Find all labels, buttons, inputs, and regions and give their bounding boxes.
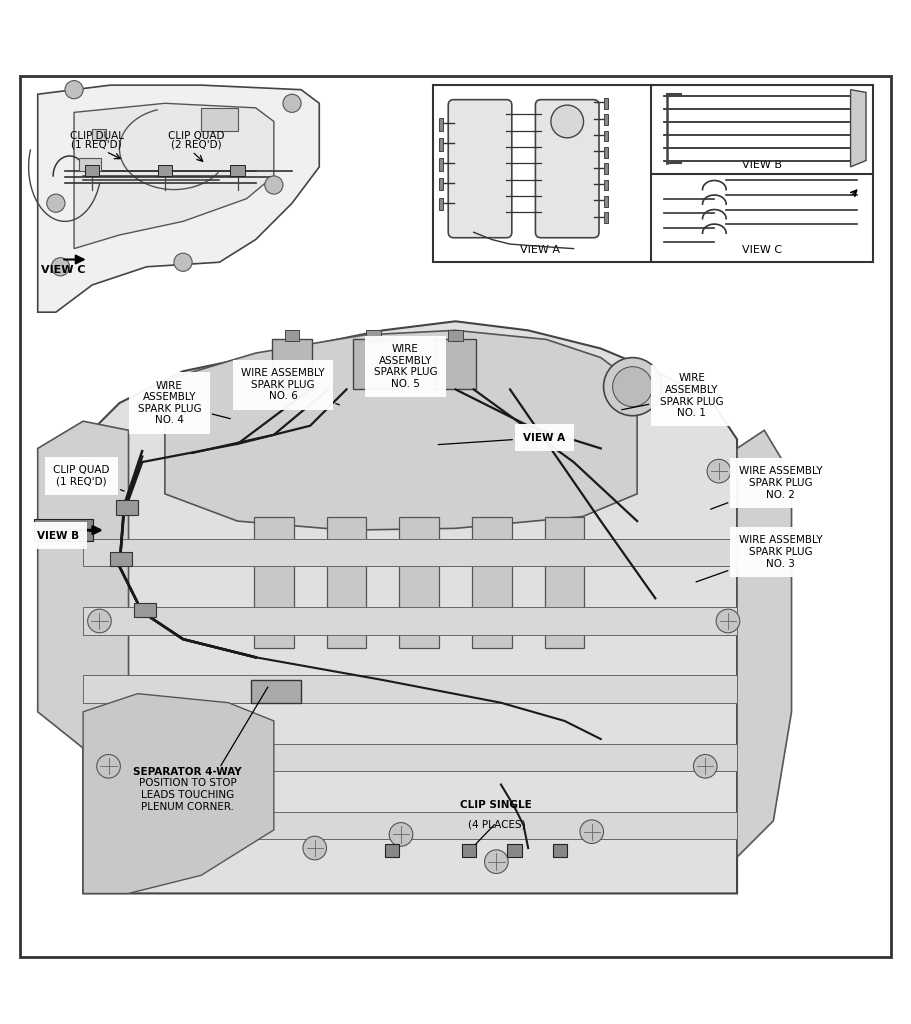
Circle shape bbox=[51, 258, 69, 275]
Circle shape bbox=[707, 460, 731, 483]
Bar bbox=[545, 516, 585, 648]
Bar bbox=[83, 676, 737, 702]
Circle shape bbox=[551, 105, 584, 138]
Polygon shape bbox=[83, 693, 274, 894]
Circle shape bbox=[46, 195, 65, 212]
Bar bbox=[399, 516, 439, 648]
Text: (4 PLACES): (4 PLACES) bbox=[467, 820, 525, 829]
Bar bbox=[78, 158, 101, 171]
Text: WIRE
ASSEMBLY
SPARK PLUG
NO. 5: WIRE ASSEMBLY SPARK PLUG NO. 5 bbox=[374, 344, 437, 389]
Polygon shape bbox=[439, 158, 443, 171]
Bar bbox=[83, 812, 737, 839]
Circle shape bbox=[87, 609, 111, 633]
Circle shape bbox=[612, 367, 652, 407]
Polygon shape bbox=[604, 163, 608, 174]
Polygon shape bbox=[165, 331, 637, 530]
Polygon shape bbox=[74, 103, 274, 249]
Text: CLIP QUAD: CLIP QUAD bbox=[169, 131, 225, 141]
Circle shape bbox=[76, 460, 99, 483]
Polygon shape bbox=[439, 198, 443, 211]
Text: CLIP QUAD
(1 REQ'D): CLIP QUAD (1 REQ'D) bbox=[53, 465, 124, 492]
Bar bbox=[92, 129, 106, 139]
Bar bbox=[507, 845, 522, 857]
Bar bbox=[448, 331, 463, 341]
Circle shape bbox=[283, 94, 302, 113]
Bar bbox=[384, 845, 399, 857]
Circle shape bbox=[716, 609, 740, 633]
Bar bbox=[254, 516, 294, 648]
Polygon shape bbox=[439, 178, 443, 190]
Bar bbox=[553, 845, 568, 857]
Polygon shape bbox=[439, 118, 443, 130]
Text: WIRE ASSEMBLY
SPARK PLUG
NO. 2: WIRE ASSEMBLY SPARK PLUG NO. 2 bbox=[711, 466, 823, 509]
Polygon shape bbox=[851, 90, 866, 167]
Polygon shape bbox=[604, 130, 608, 141]
Polygon shape bbox=[604, 179, 608, 190]
Circle shape bbox=[97, 755, 120, 778]
Text: VIEW A: VIEW A bbox=[438, 432, 566, 444]
Text: (2 REQ'D): (2 REQ'D) bbox=[171, 139, 222, 150]
Bar bbox=[83, 540, 737, 566]
FancyBboxPatch shape bbox=[448, 99, 512, 238]
Circle shape bbox=[303, 837, 326, 860]
Bar bbox=[158, 165, 172, 176]
Circle shape bbox=[389, 822, 413, 846]
Text: WIRE ASSEMBLY
SPARK PLUG
NO. 3: WIRE ASSEMBLY SPARK PLUG NO. 3 bbox=[696, 536, 823, 582]
Polygon shape bbox=[604, 146, 608, 158]
Text: VIEW C: VIEW C bbox=[742, 245, 783, 255]
Text: WIRE
ASSEMBLY
SPARK PLUG
NO. 4: WIRE ASSEMBLY SPARK PLUG NO. 4 bbox=[138, 381, 230, 425]
Polygon shape bbox=[83, 322, 737, 894]
Bar bbox=[285, 331, 300, 341]
Bar bbox=[34, 519, 93, 541]
Text: (1 REQ'D): (1 REQ'D) bbox=[71, 139, 122, 150]
Bar bbox=[353, 339, 394, 389]
Text: POSITION TO STOP: POSITION TO STOP bbox=[138, 778, 237, 788]
Circle shape bbox=[580, 820, 604, 844]
Circle shape bbox=[174, 253, 192, 271]
Polygon shape bbox=[604, 212, 608, 223]
Bar bbox=[271, 339, 312, 389]
Polygon shape bbox=[37, 421, 128, 749]
Bar bbox=[251, 680, 302, 702]
Polygon shape bbox=[37, 85, 319, 312]
Bar bbox=[116, 500, 138, 515]
Bar bbox=[134, 603, 156, 617]
Circle shape bbox=[604, 357, 661, 416]
FancyBboxPatch shape bbox=[536, 99, 599, 238]
Text: VIEW B: VIEW B bbox=[742, 160, 783, 170]
Bar bbox=[230, 165, 245, 176]
Text: VIEW A: VIEW A bbox=[520, 245, 560, 255]
Circle shape bbox=[65, 81, 83, 98]
Polygon shape bbox=[604, 196, 608, 207]
Text: CLIP DUAL: CLIP DUAL bbox=[70, 131, 124, 141]
Bar bbox=[366, 331, 381, 341]
Bar bbox=[110, 552, 132, 566]
Polygon shape bbox=[604, 115, 608, 125]
Bar bbox=[85, 165, 99, 176]
Bar bbox=[462, 845, 476, 857]
Bar bbox=[433, 85, 874, 262]
Text: VIEW C: VIEW C bbox=[41, 265, 86, 275]
Bar bbox=[472, 516, 512, 648]
Text: VIEW B: VIEW B bbox=[36, 530, 97, 541]
Bar bbox=[326, 516, 366, 648]
Text: WIRE ASSEMBLY
SPARK PLUG
NO. 6: WIRE ASSEMBLY SPARK PLUG NO. 6 bbox=[241, 369, 340, 404]
Polygon shape bbox=[604, 98, 608, 109]
Circle shape bbox=[485, 850, 508, 873]
Bar bbox=[83, 743, 737, 771]
Text: CLIP SINGLE: CLIP SINGLE bbox=[460, 800, 532, 810]
Bar bbox=[83, 607, 737, 635]
Polygon shape bbox=[439, 138, 443, 151]
Text: LEADS TOUCHING: LEADS TOUCHING bbox=[141, 790, 234, 800]
Circle shape bbox=[693, 755, 717, 778]
Bar bbox=[435, 339, 476, 389]
Text: WIRE
ASSEMBLY
SPARK PLUG
NO. 1: WIRE ASSEMBLY SPARK PLUG NO. 1 bbox=[621, 374, 723, 418]
Bar bbox=[201, 108, 238, 130]
Text: PLENUM CORNER.: PLENUM CORNER. bbox=[141, 802, 234, 812]
Circle shape bbox=[265, 176, 283, 195]
Polygon shape bbox=[737, 430, 792, 857]
Text: SEPARATOR 4-WAY: SEPARATOR 4-WAY bbox=[133, 767, 242, 777]
